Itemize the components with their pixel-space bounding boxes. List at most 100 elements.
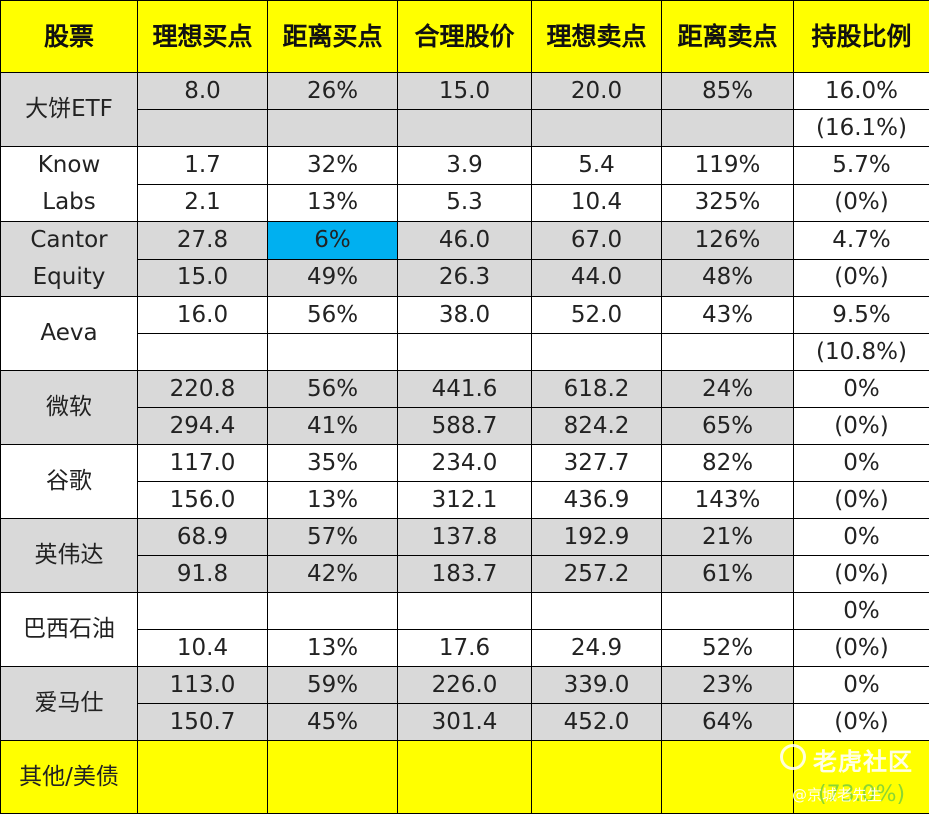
cell: 452.0 — [532, 704, 662, 741]
holding-cell: 0% — [794, 519, 929, 556]
cell: 15.0 — [398, 73, 532, 110]
header-distance-buy: 距离买点 — [268, 1, 398, 73]
cell: 143% — [662, 482, 794, 519]
cell — [532, 593, 662, 630]
table-row: 谷歌 117.0 35% 234.0 327.7 82% 0% — [1, 445, 929, 482]
cell — [662, 110, 794, 147]
cell: 234.0 — [398, 445, 532, 482]
table-row: 英伟达 68.9 57% 137.8 192.9 21% 0% — [1, 519, 929, 556]
cell: 52% — [662, 630, 794, 667]
cell: 294.4 — [138, 408, 268, 445]
stock-name: 其他/美债 — [1, 741, 138, 814]
cell: 327.7 — [532, 445, 662, 482]
header-fair-price: 合理股价 — [398, 1, 532, 73]
table-row: (16.1%) — [1, 110, 929, 147]
cell: 15.0 — [138, 259, 268, 297]
holding-cell: 0% — [794, 667, 929, 704]
cell — [398, 334, 532, 371]
table-row: 巴西石油 0% — [1, 593, 929, 630]
cell: 183.7 — [398, 556, 532, 593]
cell: 113.0 — [138, 667, 268, 704]
holding-cell: (0%) — [794, 482, 929, 519]
cell — [138, 741, 268, 814]
header-row: 股票 理想买点 距离买点 合理股价 理想卖点 距离卖点 持股比例 — [1, 1, 929, 73]
cell: 26.3 — [398, 259, 532, 297]
cell: 339.0 — [532, 667, 662, 704]
cell: 117.0 — [138, 445, 268, 482]
cell: 13% — [268, 630, 398, 667]
cell: 91.8 — [138, 556, 268, 593]
cell: 44.0 — [532, 259, 662, 297]
cell — [138, 110, 268, 147]
cell: 65% — [662, 408, 794, 445]
cell: 618.2 — [532, 371, 662, 408]
holding-cell: (16.1%) — [794, 110, 929, 147]
cell: 436.9 — [532, 482, 662, 519]
cell: 126% — [662, 222, 794, 260]
cell: 49% — [268, 259, 398, 297]
cell: 588.7 — [398, 408, 532, 445]
cell — [138, 593, 268, 630]
cell: 35% — [268, 445, 398, 482]
header-distance-sell: 距离卖点 — [662, 1, 794, 73]
cell: 85% — [662, 73, 794, 110]
table-row: 10.4 13% 17.6 24.9 52% (0%) — [1, 630, 929, 667]
cell: 46.0 — [398, 222, 532, 260]
cell: 13% — [268, 482, 398, 519]
header-ideal-buy: 理想买点 — [138, 1, 268, 73]
stock-name: 大饼ETF — [1, 73, 138, 147]
holding-cell: 0% — [794, 445, 929, 482]
cell: 59% — [268, 667, 398, 704]
cell: 119% — [662, 147, 794, 185]
cell: 56% — [268, 371, 398, 408]
table-row: (10.8%) — [1, 334, 929, 371]
cell: 257.2 — [532, 556, 662, 593]
table-row: 15.0 49% 26.3 44.0 48% (0%) — [1, 259, 929, 297]
cell: 38.0 — [398, 297, 532, 334]
cell: 24% — [662, 371, 794, 408]
cell: 52.0 — [532, 297, 662, 334]
cell — [398, 741, 532, 814]
cell: 312.1 — [398, 482, 532, 519]
cell — [532, 334, 662, 371]
table-row: 大饼ETF 8.0 26% 15.0 20.0 85% 16.0% — [1, 73, 929, 110]
cell: 61% — [662, 556, 794, 593]
cell — [662, 593, 794, 630]
holding-cell: 0% — [794, 593, 929, 630]
cell: 325% — [662, 184, 794, 222]
cell: 68.9 — [138, 519, 268, 556]
cell — [532, 110, 662, 147]
stock-name: 微软 — [1, 371, 138, 445]
cell: 27.8 — [138, 222, 268, 260]
cell: 43% — [662, 297, 794, 334]
cell: 1.7 — [138, 147, 268, 185]
holding-cell: (0%) — [794, 259, 929, 297]
cell: 56% — [268, 297, 398, 334]
cell: 16.0 — [138, 297, 268, 334]
table-row: 2.1 13% 5.3 10.4 325% (0%) — [1, 184, 929, 222]
stock-name: 英伟达 — [1, 519, 138, 593]
cell: 192.9 — [532, 519, 662, 556]
holding-cell: 0% — [794, 371, 929, 408]
cell: 17.6 — [398, 630, 532, 667]
cell — [268, 334, 398, 371]
cell: 5.3 — [398, 184, 532, 222]
holding-cell: 4.7% — [794, 222, 929, 260]
cell: 24.9 — [532, 630, 662, 667]
stock-name: 谷歌 — [1, 445, 138, 519]
cell — [398, 593, 532, 630]
cell: 48% — [662, 259, 794, 297]
cell: 441.6 — [398, 371, 532, 408]
cell: 220.8 — [138, 371, 268, 408]
holding-cell: 16.0% — [794, 73, 929, 110]
table-row: 156.0 13% 312.1 436.9 143% (0%) — [1, 482, 929, 519]
cell — [268, 110, 398, 147]
cell: 23% — [662, 667, 794, 704]
cell: 301.4 — [398, 704, 532, 741]
cell — [398, 110, 532, 147]
cell: 3.9 — [398, 147, 532, 185]
